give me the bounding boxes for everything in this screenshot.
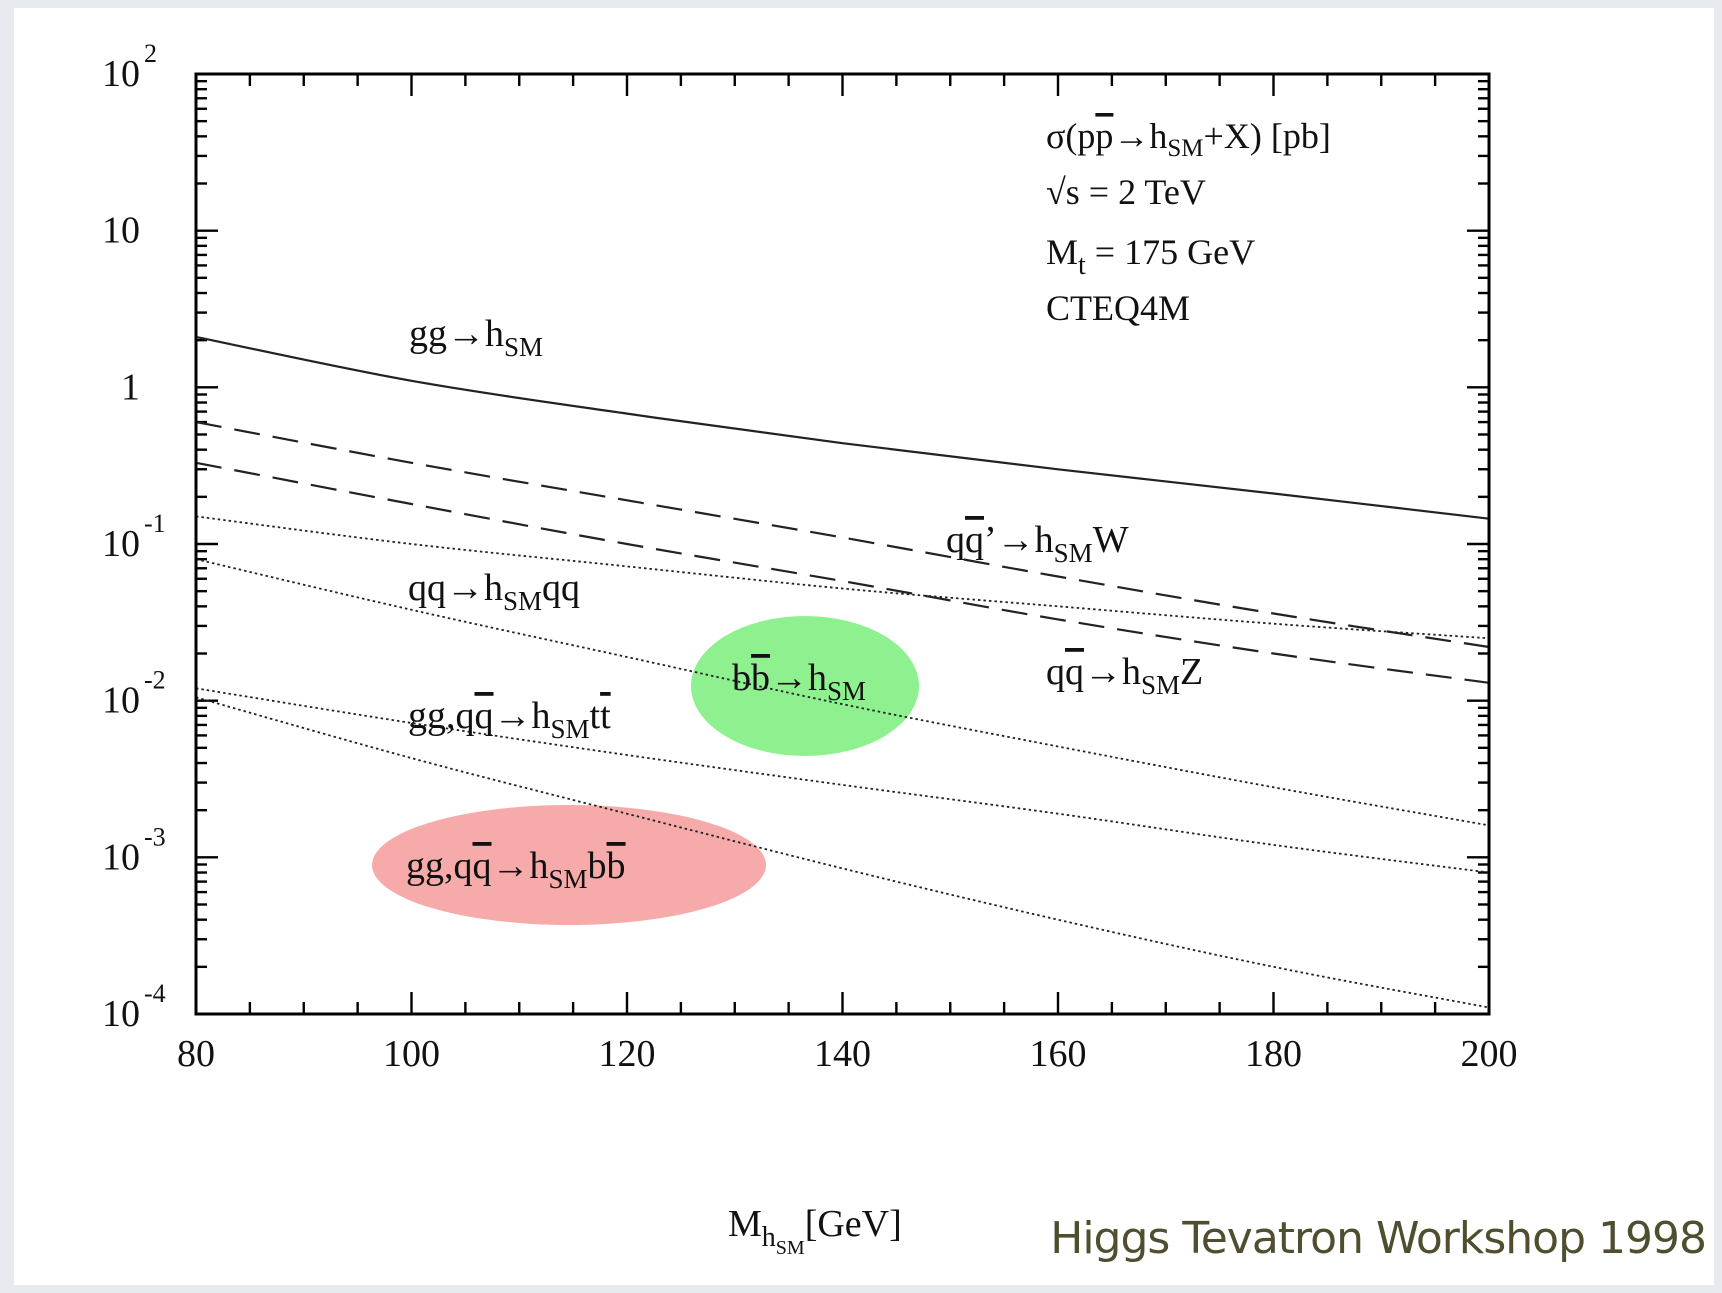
- x-tick-label-2: 120: [599, 1033, 656, 1075]
- y-tick-label-4: 10: [102, 680, 140, 722]
- label-qqprime-hw: qq’→hSMW: [946, 519, 1129, 568]
- x-tick-label-3: 140: [814, 1033, 871, 1075]
- y-tick-exponent-3: -1: [144, 509, 166, 538]
- info-energy: √s = 2 TeV: [1046, 172, 1206, 212]
- label-h-tt: gg,qq→hSMtt: [408, 695, 611, 744]
- y-tick-exponent-5: -3: [144, 822, 166, 851]
- figure-panel: 10 2 10 1 10 -1 10 -2 10 -3 10 -4 80 100 120 140 160 180…: [14, 8, 1714, 1285]
- series-line-3: [195, 515, 1490, 640]
- x-axis-label: MhSM[GeV]: [728, 1203, 902, 1259]
- series-line-1: [195, 421, 1490, 649]
- y-tick-exponent-6: -4: [144, 979, 166, 1008]
- label-qq-hz: qq→hSMZ: [1046, 651, 1203, 700]
- series-line-0: [195, 335, 1490, 520]
- x-tick-label-4: 160: [1030, 1033, 1087, 1075]
- info-pdf: CTEQ4M: [1046, 288, 1190, 328]
- x-tick-label-6: 200: [1461, 1033, 1518, 1075]
- y-tick-label-2: 1: [121, 366, 140, 408]
- info-process: σ(pp→hSM+X) [pb]: [1046, 116, 1331, 162]
- x-tick-label-0: 80: [177, 1033, 215, 1075]
- plot-frame: [194, 72, 1491, 1016]
- x-tick-label-1: 100: [383, 1033, 440, 1075]
- label-gg-h: gg→hSM: [409, 313, 543, 362]
- y-tick-exponent-4: -2: [144, 666, 166, 695]
- y-tick-label-1: 10: [102, 210, 140, 252]
- label-qq-hqq: qq→hSMqq: [408, 567, 580, 616]
- y-tick-label-5: 10: [102, 836, 140, 878]
- y-tick-label-0: 10: [102, 53, 140, 95]
- y-tick-label-3: 10: [102, 523, 140, 565]
- credit-caption: Higgs Tevatron Workshop 1998: [1050, 1213, 1707, 1264]
- y-tick-exponent-0: 2: [144, 39, 157, 68]
- series-line-4: [195, 558, 1490, 827]
- highlight-ellipse-1: [372, 805, 766, 925]
- x-tick-label-5: 180: [1245, 1033, 1302, 1075]
- info-top-mass: Mt = 175 GeV: [1046, 232, 1255, 281]
- series-line-2: [195, 461, 1490, 684]
- y-tick-label-6: 10: [102, 993, 140, 1035]
- label-h-bb: gg,qq→hSMbb: [406, 845, 626, 894]
- highlight-ellipse-0: [691, 616, 919, 756]
